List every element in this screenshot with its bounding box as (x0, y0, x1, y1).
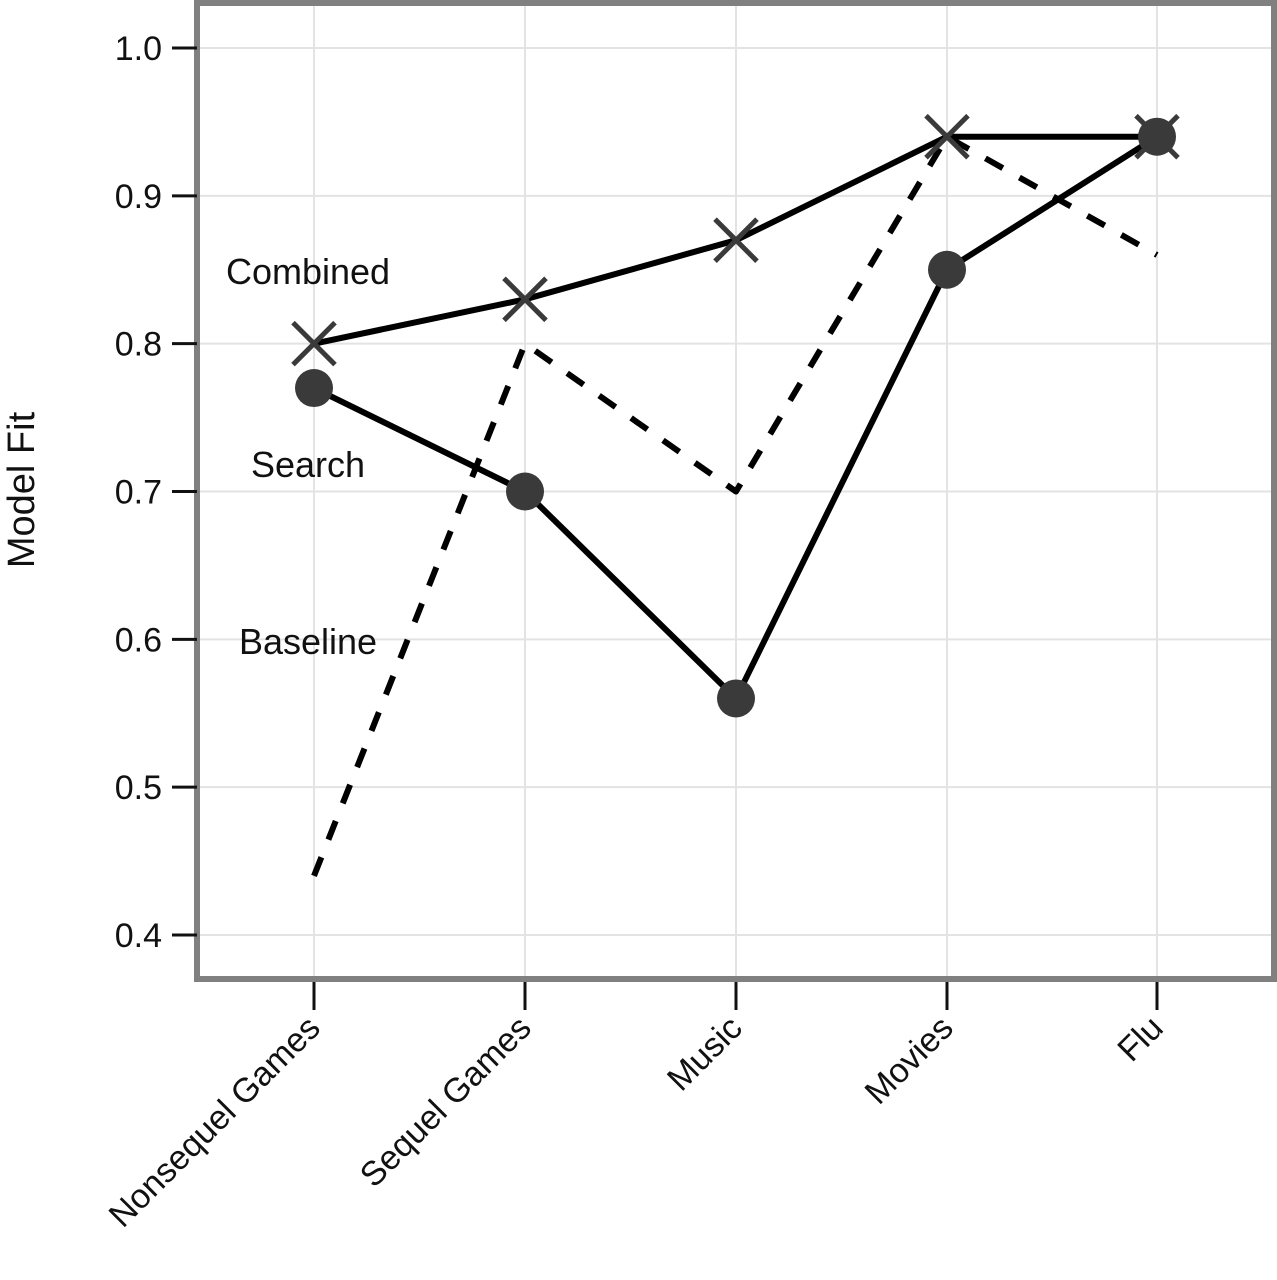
point-combined (502, 276, 548, 323)
point-search (928, 250, 966, 289)
y-tick-label: 0.9 (115, 178, 162, 216)
point-combined (291, 320, 337, 367)
y-tick-label: 0.5 (115, 769, 162, 807)
y-tick-label: 0.4 (115, 917, 162, 955)
point-search (717, 679, 755, 718)
point-search (506, 472, 544, 511)
grid (200, 6, 1271, 976)
x-axis: Nonsequel Games Sequel Games Music Movies Fl… (102, 982, 1171, 1235)
x-tick-label: Sequel Games (353, 1009, 539, 1195)
y-tick-label: 1.0 (115, 30, 162, 68)
series-markers (291, 113, 1180, 718)
series-label-baseline: Baseline (239, 621, 377, 662)
point-search (295, 369, 333, 408)
baseline-series (311, 133, 1159, 877)
point-search (1138, 117, 1176, 156)
y-tick-label: 0.8 (115, 326, 162, 364)
point-combined (924, 113, 970, 160)
series-label-search: Search (251, 444, 365, 485)
x-tick-label: Movies (858, 1009, 961, 1112)
point-combined (713, 217, 759, 263)
x-tick-label: Nonsequel Games (102, 1009, 328, 1235)
y-tick-label: 0.7 (115, 474, 162, 512)
x-tick-label: Music (660, 1009, 750, 1099)
series-label-combined: Combined (226, 251, 390, 292)
series-line-baseline (311, 133, 1159, 877)
x-tick-label: Flu (1110, 1009, 1170, 1069)
y-axis: 0.4 0.5 0.6 0.7 0.8 0.9 1.0 (115, 30, 197, 955)
y-tick-label: 0.6 (115, 621, 162, 659)
y-axis-title: Model Fit (1, 411, 43, 568)
